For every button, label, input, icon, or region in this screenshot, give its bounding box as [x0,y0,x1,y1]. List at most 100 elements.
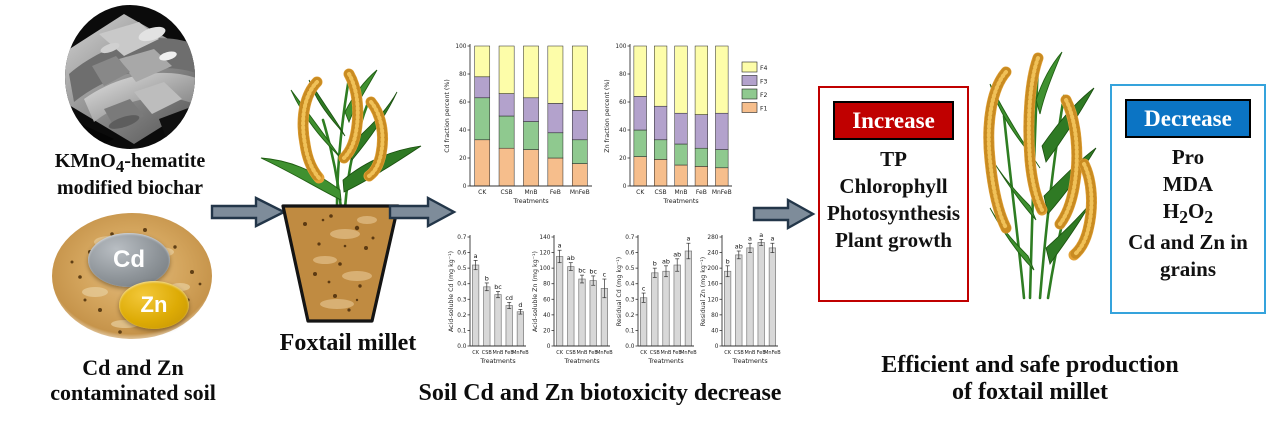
decrease-items: Pro MDA H2O2 Cd and Zn in grains [1112,144,1264,282]
increase-item: Chlorophyll [839,174,948,199]
svg-text:Residual Zn (mg kg⁻¹): Residual Zn (mg kg⁻¹) [700,257,707,326]
svg-text:a: a [474,252,478,260]
svg-text:200: 200 [707,266,718,272]
decrease-title: Decrease [1125,99,1251,139]
decrease-item: Pro [1171,145,1205,170]
svg-text:MnFeB: MnFeB [764,350,781,356]
svg-text:Zn fraction percent (%): Zn fraction percent (%) [604,79,611,153]
svg-text:0.0: 0.0 [625,344,635,350]
svg-text:80: 80 [711,313,719,319]
svg-text:0.1: 0.1 [625,328,635,334]
flow-arrow-icon [752,197,816,231]
biochar-label: KMnO4-hematite modified biochar [2,150,258,199]
biotoxicity-caption: Soil Cd and Zn biotoxicity decrease [418,380,782,406]
svg-text:CK: CK [556,350,563,356]
chart-residual-cd: 0.0 0.1 0.2 0.3 0.4 0.5 0.6 0.7 c b ab ab a CK CSB MnB F… [614,223,698,376]
chart-residual-zn: 0 40 80 120 160 200 240 280 b ab a a a CK CSB MnB FeB MnF… [698,223,782,376]
svg-text:ab: ab [673,250,681,258]
pot [281,204,400,323]
svg-text:0.4: 0.4 [457,282,467,288]
biochar-label-line1: KMnO4-hematite [54,150,206,176]
svg-text:b: b [726,257,730,265]
svg-text:0.7: 0.7 [625,235,635,241]
svg-text:80: 80 [543,282,551,288]
increase-item: Photosynthesis [826,201,961,226]
svg-text:FeB: FeB [589,350,599,356]
svg-text:ab: ab [567,254,575,262]
svg-text:Treatments: Treatments [647,358,683,365]
cd-badge-label: Cd [113,246,145,273]
zn-badge-label: Zn [140,292,168,317]
svg-text:120: 120 [707,297,718,303]
cd-badge: Cd [88,233,170,287]
svg-text:F3: F3 [760,79,768,86]
svg-text:Treatments: Treatments [731,358,767,365]
svg-text:20: 20 [459,156,467,162]
svg-text:0.0: 0.0 [457,344,467,350]
chart-acid-soluble-cd: 0.0 0.1 0.2 0.3 0.4 0.5 0.6 0.7 a b bc cd d CK CSB MnB F… [446,223,530,376]
svg-text:0.5: 0.5 [457,266,467,272]
svg-text:0.3: 0.3 [625,297,635,303]
contaminated-soil-label: Cd and Zn contaminated soil [8,355,258,405]
svg-text:140: 140 [539,235,550,241]
decrease-item: MDA [1162,172,1214,197]
flow-arrow-icon [210,196,287,228]
svg-text:0.7: 0.7 [457,235,467,241]
svg-text:160: 160 [707,282,718,288]
millet-panicles [983,52,1097,261]
charts-panel: 0 20 40 60 80 100 CK CSB MnB FeB MnFeB Treatments Cd… [432,38,781,366]
svg-text:40: 40 [711,328,719,334]
svg-text:0: 0 [463,184,467,190]
decrease-item: Cd and Zn in grains [1128,229,1248,281]
soil-label-line1: Cd and Zn [82,355,184,380]
svg-text:MnFeB: MnFeB [570,189,590,196]
increase-item: Plant growth [835,227,952,252]
svg-text:MnFeB: MnFeB [512,350,529,356]
chart-acid-soluble-zn: 0 20 40 60 80 100 120 140 a ab bc bc c CK CSB MnB FeB MnF… [530,223,614,376]
svg-text:CSB: CSB [734,350,745,356]
svg-text:c: c [603,271,607,279]
svg-text:0.1: 0.1 [457,328,467,334]
svg-text:60: 60 [619,100,627,106]
svg-text:ab: ab [662,257,670,265]
svg-text:a: a [558,242,562,250]
increase-items: TP Chlorophyll Photosynthesis Plant growth [820,146,967,254]
svg-text:F1: F1 [760,106,768,113]
svg-text:Residual Cd (mg kg⁻¹): Residual Cd (mg kg⁻¹) [616,257,623,327]
svg-text:MnB: MnB [745,350,756,356]
increase-box: Increase TP Chlorophyll Photosynthesis Plan… [818,86,969,302]
svg-text:Treatments: Treatments [479,358,515,365]
svg-text:cd: cd [505,294,513,302]
biochar-label-line2: modified biochar [56,176,204,199]
svg-text:ab: ab [735,243,743,251]
svg-text:280: 280 [707,235,718,241]
svg-text:CK: CK [636,189,645,196]
svg-text:CK: CK [724,350,731,356]
increase-item: TP [880,147,907,172]
svg-text:MnB: MnB [577,350,588,356]
svg-text:Acid-soluble Zn (mg kg⁻¹): Acid-soluble Zn (mg kg⁻¹) [532,251,539,332]
svg-text:Acid-soluble Cd (mg kg⁻¹): Acid-soluble Cd (mg kg⁻¹) [448,251,455,332]
production-caption-line1: Efficient and safe production [881,352,1179,378]
svg-text:Treatments: Treatments [563,358,599,365]
svg-text:CK: CK [640,350,647,356]
svg-text:CSB: CSB [501,189,513,196]
svg-text:0.3: 0.3 [457,297,467,303]
chart-cd-fraction-percent: 0 20 40 60 80 100 CK CSB MnB FeB MnFeB Treatments Cd… [442,38,602,221]
svg-text:MnB: MnB [493,350,504,356]
svg-text:FeB: FeB [696,189,707,196]
svg-text:F4: F4 [760,65,768,72]
svg-text:d: d [518,301,522,309]
svg-text:F2: F2 [760,92,768,99]
svg-text:bc: bc [494,283,502,291]
svg-text:100: 100 [615,44,626,50]
svg-text:MnB: MnB [661,350,672,356]
svg-text:MnFeB: MnFeB [680,350,697,356]
svg-text:100: 100 [539,266,550,272]
svg-text:0.6: 0.6 [625,251,635,257]
svg-text:MnB: MnB [674,189,687,196]
svg-text:80: 80 [619,72,627,78]
svg-text:0.2: 0.2 [457,313,467,319]
svg-text:CK: CK [478,189,487,196]
